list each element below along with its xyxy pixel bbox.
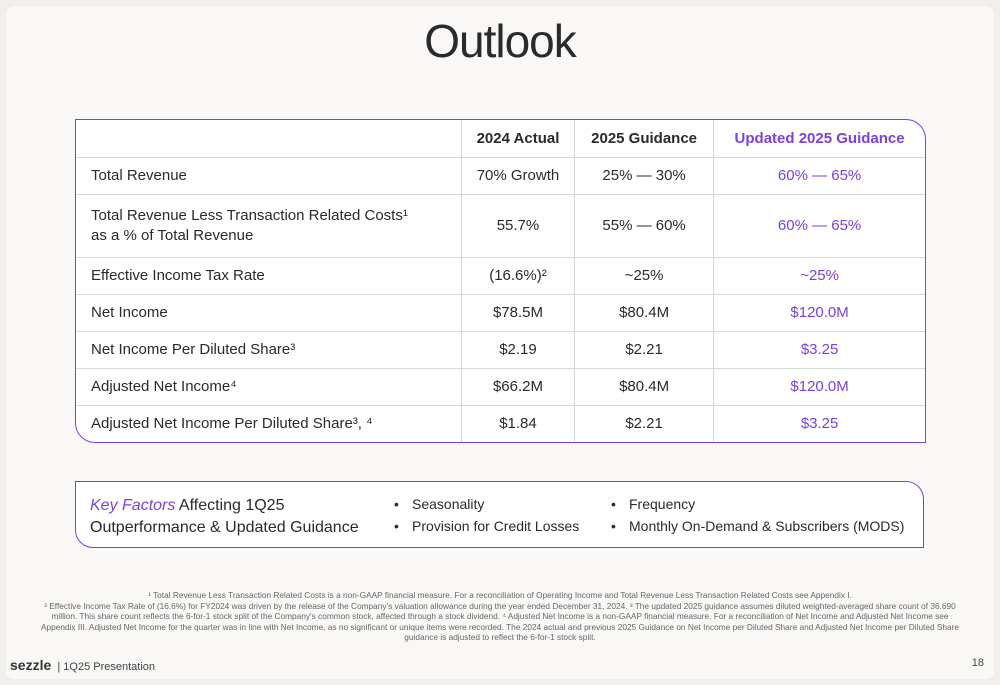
value-cell: (16.6%)² bbox=[460, 257, 575, 295]
value-cell: $80.4M bbox=[573, 368, 714, 406]
bullet: Monthly On-Demand & Subscribers (MODS) bbox=[611, 518, 904, 534]
outlook-table: 2024 Actual 2025 Guidance Updated 2025 Gui… bbox=[76, 120, 925, 442]
value-cell: ~25% bbox=[713, 257, 925, 295]
footnote: ² Effective Income Tax Rate of (16.6%) f… bbox=[40, 600, 960, 643]
value-cell: $2.21 bbox=[573, 331, 714, 369]
table-row: Adjusted Net Income Per Diluted Share³, … bbox=[76, 405, 925, 442]
row-label: Total Revenue bbox=[76, 157, 462, 195]
value-cell: $78.5M bbox=[460, 294, 575, 332]
row-label: Adjusted Net Income⁴ bbox=[76, 368, 462, 406]
row-label: Net Income bbox=[76, 294, 462, 332]
bullet: Provision for Credit Losses bbox=[394, 518, 579, 534]
footer: sezzle | 1Q25 Presentation bbox=[10, 657, 156, 673]
value-cell: 70% Growth bbox=[460, 157, 575, 195]
value-cell: 25% — 30% bbox=[573, 157, 714, 195]
value-cell: $2.19 bbox=[460, 331, 575, 369]
value-cell: 55.7% bbox=[460, 194, 575, 258]
logo: sezzle bbox=[10, 657, 52, 673]
table-row: Net Income $78.5M $80.4M $120.0M bbox=[76, 294, 925, 332]
page-number: 18 bbox=[971, 657, 984, 669]
footnotes: ¹ Total Revenue Less Transaction Related… bbox=[40, 590, 960, 643]
bullet: Frequency bbox=[611, 496, 695, 512]
column-header: Updated 2025 Guidance bbox=[713, 120, 925, 158]
column-header: 2025 Guidance bbox=[573, 120, 714, 158]
value-cell: 60% — 65% bbox=[713, 194, 925, 258]
title: Outlook bbox=[424, 15, 577, 67]
table-row: Net Income Per Diluted Share³ $2.19 $2.21 $… bbox=[76, 331, 925, 369]
bullet: Seasonality bbox=[394, 496, 484, 512]
header-cell bbox=[76, 120, 462, 158]
key-factors-title: Key Factors Affecting 1Q25 Outperformance… bbox=[90, 495, 359, 539]
value-cell: $120.0M bbox=[713, 368, 925, 406]
presentation: 1Q25 Presentation bbox=[63, 661, 156, 673]
key-factors: Key Factors Affecting 1Q25 Outperformance… bbox=[75, 481, 924, 548]
table-row: Effective Income Tax Rate (16.6%)² ~25% ~25… bbox=[76, 257, 925, 295]
header-row: 2024 Actual 2025 Guidance Updated 2025 Gui… bbox=[76, 120, 925, 158]
value-cell: $3.25 bbox=[713, 405, 925, 442]
value-cell: ~25% bbox=[573, 257, 714, 295]
row-label: Effective Income Tax Rate bbox=[76, 257, 462, 295]
value-cell: $66.2M bbox=[460, 368, 575, 406]
title-rest: Affecting 1Q25 bbox=[178, 497, 285, 514]
table-row: Total Revenue 70% Growth 25% — 30% 60% — 65… bbox=[76, 157, 925, 195]
row-label: Total Revenue Less Transaction Related C… bbox=[76, 194, 462, 258]
value-cell: $3.25 bbox=[713, 331, 925, 369]
table-row: Total Revenue Less Transaction Related C… bbox=[76, 194, 925, 258]
footnote: ¹ Total Revenue Less Transaction Related… bbox=[148, 590, 852, 600]
value-cell: 55% — 60% bbox=[573, 194, 714, 258]
highlight: Key Factors bbox=[90, 497, 176, 514]
value-cell: $120.0M bbox=[713, 294, 925, 332]
title-line2: Outperformance & Updated Guidance bbox=[90, 519, 359, 536]
value-cell: $1.84 bbox=[460, 405, 575, 442]
column-header: 2024 Actual bbox=[460, 120, 575, 158]
row-label: Adjusted Net Income Per Diluted Share³, … bbox=[91, 414, 373, 432]
row-label: Net Income Per Diluted Share³ bbox=[76, 331, 462, 369]
table-row: Adjusted Net Income⁴ $66.2M $80.4M $120.0M bbox=[76, 368, 925, 406]
value-cell: 60% — 65% bbox=[713, 157, 925, 195]
value-cell: $2.21 bbox=[573, 405, 714, 442]
value-cell: $80.4M bbox=[573, 294, 714, 332]
table-frame: 2024 Actual 2025 Guidance Updated 2025 Gui… bbox=[75, 119, 926, 443]
